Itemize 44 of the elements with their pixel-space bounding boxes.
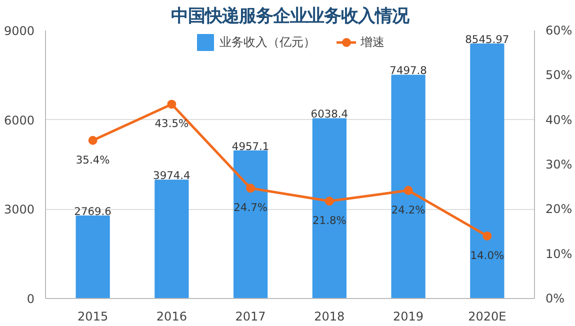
point [88, 136, 98, 145]
x-tick-label: 2018 [314, 310, 345, 324]
y2-tick-label: 40% [546, 112, 572, 127]
data-label: 21.8% [312, 214, 346, 228]
y2-tick-label: 10% [546, 246, 572, 261]
x-tick-label: 2019 [393, 310, 424, 324]
y-tick-label: 3000 [4, 202, 35, 217]
data-label: 14.0% [470, 248, 504, 262]
data-label: 43.5% [154, 117, 189, 130]
data-label: 4957.1 [232, 140, 270, 153]
x-tick-label: 2016 [156, 310, 187, 324]
data-label: 7497.8 [390, 64, 428, 78]
bar [391, 74, 426, 298]
data-label: 2769.6 [74, 205, 112, 218]
point [167, 100, 176, 109]
legend-label: 增速 [360, 34, 384, 50]
data-label: 24.2% [391, 203, 426, 216]
data-label: 6038.4 [310, 108, 348, 121]
x-tick-label: 2020E [468, 310, 506, 324]
bar [154, 180, 189, 298]
x-tick-label: 2015 [78, 310, 108, 324]
point [404, 186, 413, 195]
bar [234, 150, 268, 298]
y2-tick-label: 30% [546, 158, 572, 172]
y2-tick-label: 60% [546, 24, 572, 38]
bar [312, 118, 346, 298]
bar [76, 216, 110, 298]
data-label: 8545.97 [465, 33, 510, 46]
legend-label: 业务收入（亿元） [220, 34, 316, 50]
y2-tick-label: 0% [546, 292, 565, 306]
y-tick-label: 6000 [4, 113, 35, 128]
point [482, 231, 492, 240]
data-label: 24.7% [234, 201, 268, 214]
point [246, 184, 256, 193]
chart-title: 中国快递服务企业业务收入情况 [171, 6, 410, 26]
y-tick-label: 9000 [4, 24, 35, 38]
y-tick-label: 0 [26, 292, 35, 306]
data-label: 3974.4 [153, 169, 191, 182]
x-tick-label: 2017 [235, 310, 266, 324]
point [324, 196, 334, 206]
y2-tick-label: 50% [546, 68, 572, 82]
y2-tick-label: 20% [546, 202, 572, 216]
data-label: 35.4% [76, 153, 110, 166]
bar [470, 44, 504, 298]
